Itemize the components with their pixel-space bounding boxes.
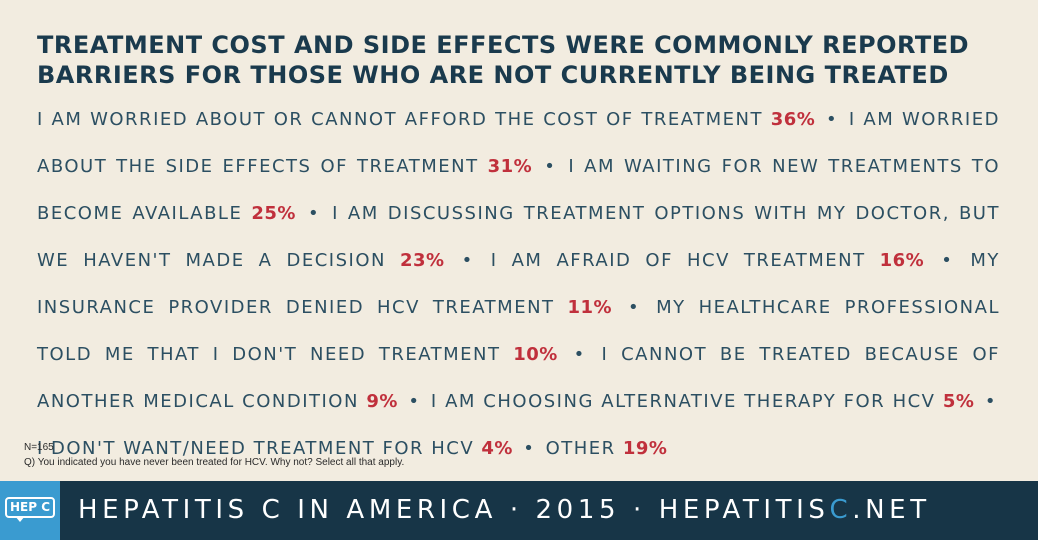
barrier-percent: 10% — [513, 344, 558, 365]
logo-text: HEP C — [9, 500, 51, 514]
page-title: TREATMENT COST AND SIDE EFFECTS WERE COM… — [37, 31, 970, 89]
bullet-separator: • — [826, 109, 839, 130]
bullet-separator: • — [544, 156, 557, 177]
bullet-separator: • — [307, 203, 321, 224]
footer-title-main: HEPATITIS C IN AMERICA · 2015 · HEPATITI… — [78, 495, 830, 525]
survey-question-note: Q) You indicated you have never been tre… — [24, 457, 405, 468]
barrier-label: I AM DISCUSSING TREATMENT OPTIONS WITH M… — [37, 203, 1000, 271]
barrier-label: I AM CHOOSING ALTERNATIVE THERAPY FOR HC… — [430, 391, 936, 412]
footer-title-end: .NET — [852, 495, 931, 525]
sample-size-note: N=165 — [24, 442, 54, 453]
speech-bubble-tail-icon — [15, 516, 25, 522]
bullet-separator: • — [941, 250, 954, 271]
footer-title: HEPATITIS C IN AMERICA · 2015 · HEPATITI… — [78, 481, 931, 540]
barrier-label: I CANNOT BE TREATED BECAUSE OF ANOTHER M… — [37, 344, 1000, 412]
footer-bar: HEP C HEPATITIS C IN AMERICA · 2015 · HE… — [0, 481, 1038, 540]
barrier-percent: 23% — [399, 250, 445, 271]
barrier-percent: 19% — [622, 438, 668, 459]
bullet-separator: • — [628, 297, 641, 318]
barrier-percent: 5% — [942, 391, 975, 412]
barrier-label: OTHER — [545, 438, 616, 459]
bullet-separator: • — [408, 391, 421, 412]
barrier-label: I AM AFRAID OF HCV TREATMENT — [490, 250, 866, 271]
barrier-label: I DON'T WANT/NEED TREATMENT FOR HCV — [37, 438, 475, 459]
bullet-separator: • — [461, 250, 474, 271]
bullet-separator: • — [573, 344, 586, 365]
barrier-label: I AM WORRIED ABOUT OR CANNOT AFFORD THE … — [37, 109, 763, 130]
barrier-percent: 31% — [487, 156, 533, 177]
barrier-label: MY HEALTHCARE PROFESSIONAL TOLD ME THAT … — [37, 297, 1000, 365]
barrier-percent: 11% — [567, 297, 613, 318]
barrier-percent: 25% — [251, 203, 296, 224]
hep-c-logo: HEP C — [0, 481, 60, 540]
bullet-separator: • — [984, 391, 997, 412]
speech-bubble-icon — [5, 497, 55, 518]
footnotes: N=165 Q) You indicated you have never be… — [24, 440, 404, 470]
barrier-label: MY INSURANCE PROVIDER DENIED HCV TREATME… — [37, 250, 1000, 318]
barrier-percent: 36% — [770, 109, 816, 130]
barrier-percent: 9% — [366, 391, 398, 412]
bullet-separator: • — [523, 438, 536, 459]
barrier-list: I AM WORRIED ABOUT OR CANNOT AFFORD THE … — [37, 96, 1000, 472]
barrier-label: I AM WAITING FOR NEW TREATMENTS TO BECOM… — [37, 156, 1000, 224]
barrier-percent: 4% — [481, 438, 513, 459]
barrier-percent: 16% — [879, 250, 925, 271]
barrier-label: I AM WORRIED ABOUT THE SIDE EFFECTS OF T… — [37, 109, 1000, 177]
footer-title-accent: C — [829, 495, 853, 525]
